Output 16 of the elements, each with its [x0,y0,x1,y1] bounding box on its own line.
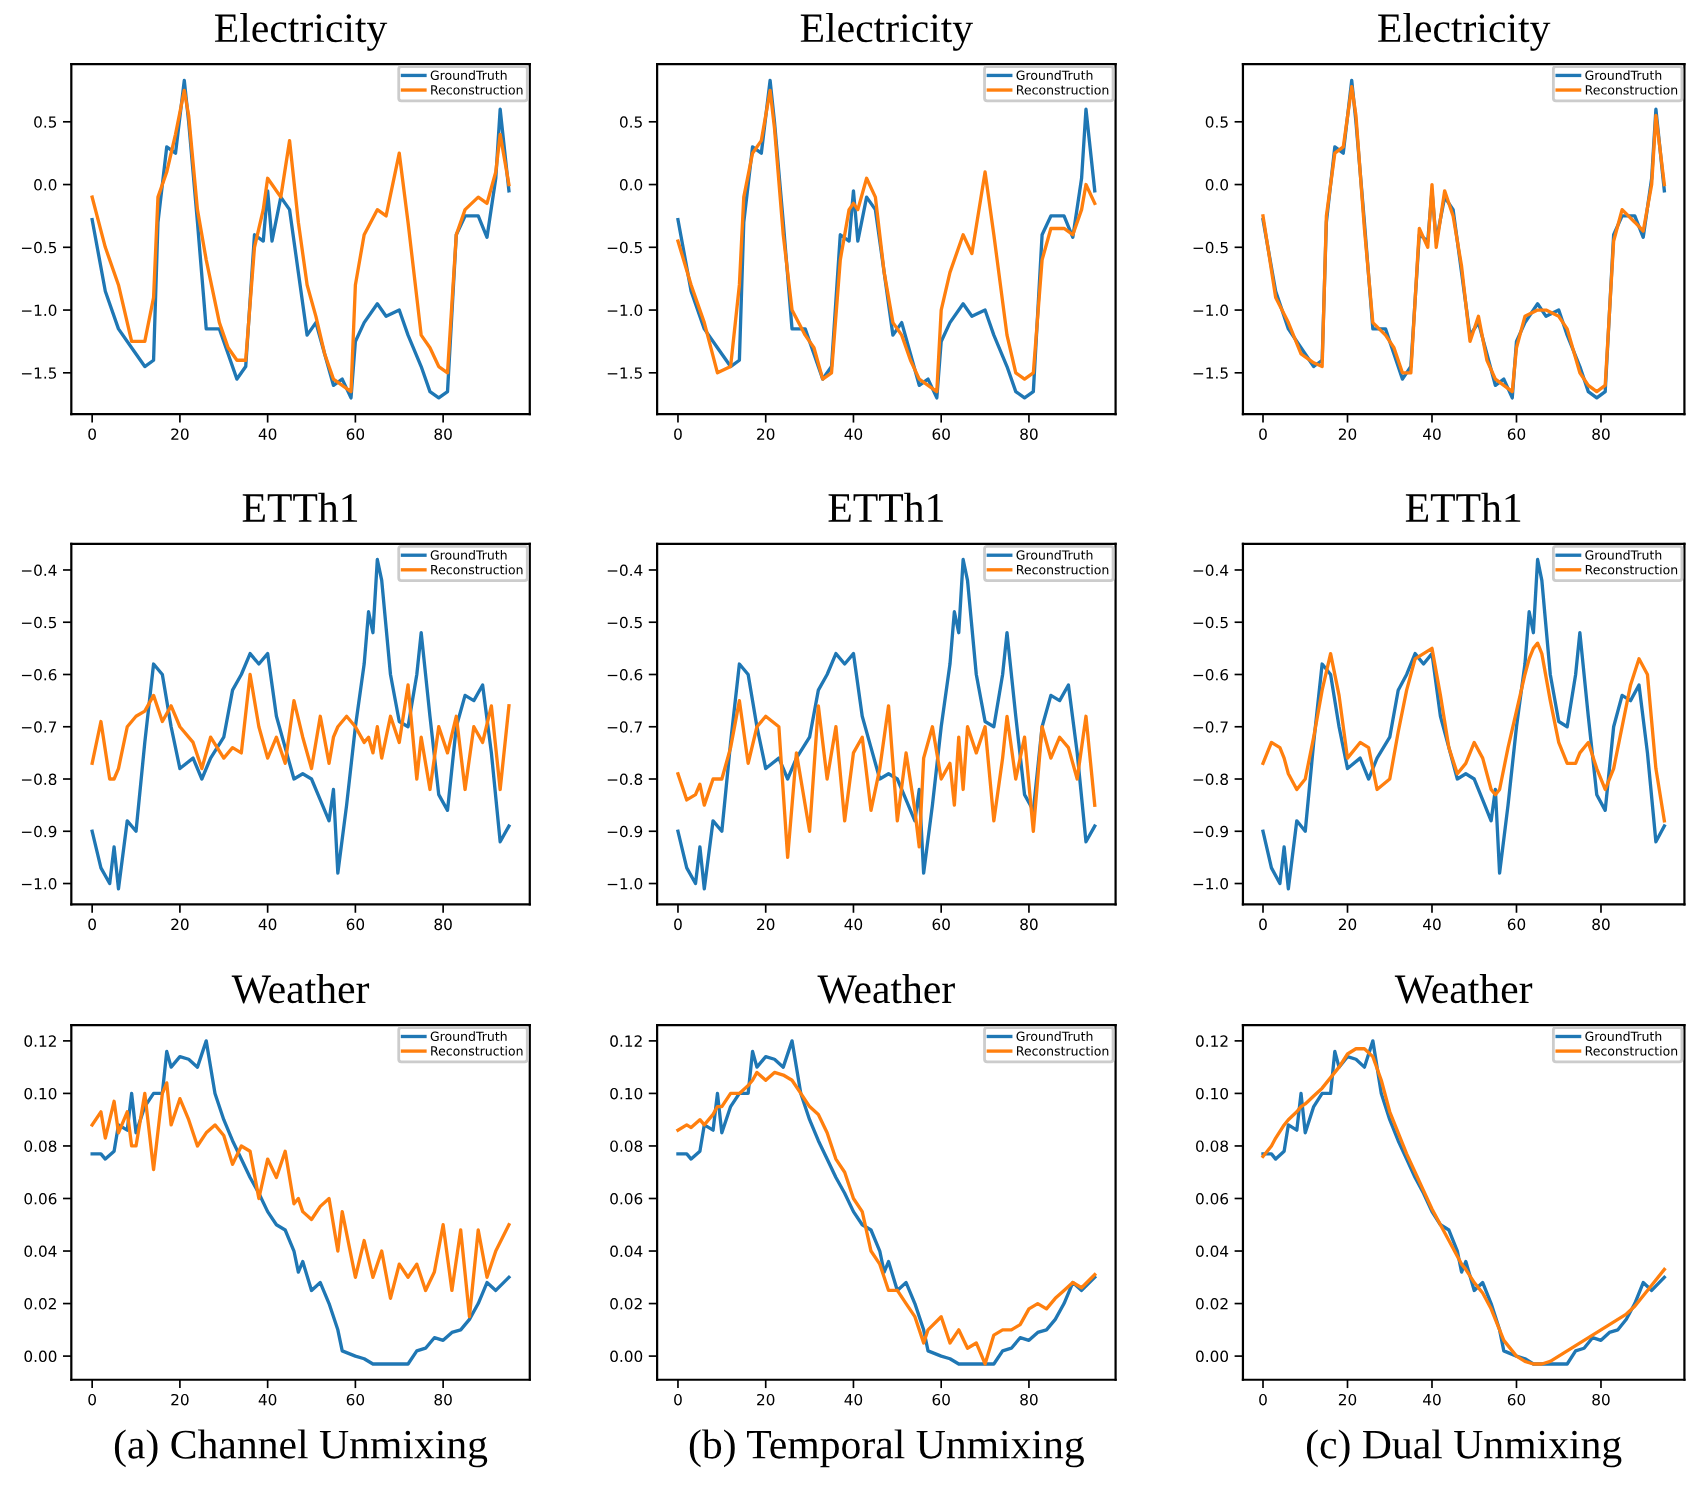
chart-title: Weather [1394,973,1533,1004]
chart-title: Electricity [800,12,973,51]
chart-title: ETTh1 [828,492,943,522]
chart-title: ETTh1 [1405,492,1521,522]
text: (a) Channel Unmixing [114,1429,488,1468]
line-series [676,698,1097,860]
line-series [90,672,511,792]
chart-title: Electricity [214,12,388,51]
chart-title: Weather [231,973,370,1004]
text: (c) Dual Unmixing [1306,1429,1622,1468]
chart-title: ETTh1 [242,492,358,522]
line-series [1261,641,1667,823]
chart-title: Electricity [1378,12,1551,51]
text: (b) Temporal Unmixing [689,1429,1084,1468]
chart-title: Weather [817,973,955,1004]
line-series [90,1081,511,1319]
